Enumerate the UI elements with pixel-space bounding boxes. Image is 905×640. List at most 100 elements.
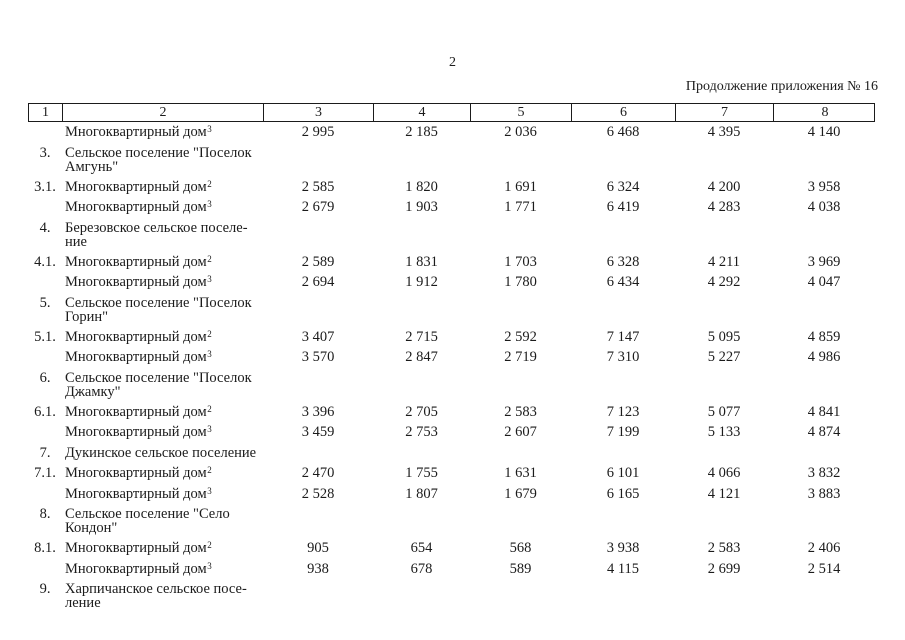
row-label: Многоквартирный дом (65, 540, 207, 557)
table-row: 7. Дукинское сельское поселение (28, 443, 875, 464)
row-label-cell: Многоквартирный дом3 (62, 124, 263, 141)
row-value-col3: 3 570 (301, 349, 335, 366)
row-label: Многоквартирный дом (65, 465, 207, 482)
table-header-cell-6: 6 (572, 104, 676, 121)
row-value-col3: 2 694 (301, 274, 335, 291)
row-value-col4: 2 847 (405, 349, 438, 366)
row-value-col3: 2 585 (301, 178, 335, 195)
row-value-col8: 2 406 (807, 540, 841, 557)
row-label-cell: Многоквартирный дом3 (62, 349, 263, 366)
row-label-cell: Многоквартирный дом3 (62, 485, 263, 502)
row-value-col5: 2 583 (504, 403, 537, 420)
row-label-cell: Многоквартирный дом3 (62, 274, 263, 291)
row-number: 5.1. (34, 328, 56, 345)
row-value-col5: 2 719 (504, 349, 537, 366)
row-label-superscript: 3 (207, 349, 212, 360)
row-label-cell: Сельское поселение "Поселок Джамку" (62, 370, 263, 399)
row-value-col6: 4 115 (606, 560, 640, 577)
tariff-table: 1 2 3 4 5 6 7 8 Многоквартирный дом3 2 9… (28, 103, 875, 613)
row-label: Многоквартирный дом (65, 178, 207, 195)
row-label-cell: Многоквартирный дом3 (62, 425, 263, 440)
table-row: Многоквартирный дом3 3 459 2 753 2 607 7… (28, 422, 875, 443)
row-number: 5. (39, 294, 51, 311)
row-value-col4: 2 705 (405, 403, 438, 420)
row-label: Многоквартирный дом (65, 560, 207, 577)
row-value-col6: 7 123 (606, 403, 640, 420)
table-body: Многоквартирный дом3 2 995 2 185 2 036 6… (28, 122, 875, 613)
row-value-col8: 3 958 (807, 178, 841, 195)
row-value-col7: 5 095 (707, 328, 741, 345)
row-value-col8: 4 140 (807, 124, 841, 141)
row-value-col4: 1 912 (405, 274, 438, 291)
row-number: 6. (39, 369, 51, 386)
row-label-superscript: 2 (207, 253, 212, 264)
row-label-cell: Многоквартирный дом3 (62, 560, 263, 577)
row-value-col7: 4 200 (707, 178, 741, 195)
row-label-cell: Многоквартирный дом2 (62, 540, 263, 557)
row-value-col3: 2 679 (301, 199, 335, 216)
row-value-col5: 1 679 (504, 485, 537, 502)
row-value-col8: 4 038 (807, 199, 841, 216)
row-value-col6: 6 328 (606, 253, 640, 270)
row-value-col3: 938 (307, 560, 329, 577)
row-value-col4: 1 831 (405, 253, 438, 270)
row-label: Сельское поселение "Поселок Горин" (65, 294, 252, 325)
table-row: Многоквартирный дом3 2 679 1 903 1 771 6… (28, 197, 875, 218)
row-number: 6.1. (34, 403, 56, 420)
row-label-cell: Сельское поселение "Поселок Амгунь" (62, 145, 263, 174)
table-row: 3.1. Многоквартирный дом2 2 585 1 820 1 … (28, 177, 875, 198)
table-row: Многоквартирный дом3 938 678 589 4 115 2… (28, 559, 875, 580)
row-label: Дукинское сельское поселение (65, 444, 257, 461)
row-label-superscript: 2 (207, 540, 212, 551)
row-label-superscript: 3 (207, 274, 212, 285)
row-value-col7: 4 211 (707, 253, 741, 270)
row-value-col4: 1 755 (405, 465, 438, 482)
table-row: 8.1. Многоквартирный дом2 905 654 568 3 … (28, 538, 875, 559)
row-value-col7: 2 583 (707, 540, 741, 557)
row-label-cell: Многоквартирный дом2 (62, 178, 263, 195)
row-label-superscript: 2 (207, 328, 212, 339)
row-label-superscript: 2 (207, 403, 212, 414)
row-value-col6: 6 165 (606, 485, 640, 502)
row-value-col4: 678 (410, 560, 433, 577)
row-value-col5: 1 631 (504, 465, 537, 482)
row-value-col7: 5 227 (707, 349, 741, 366)
row-value-col5: 1 780 (504, 274, 537, 291)
row-label: Многоквартирный дом (65, 124, 207, 141)
row-value-col7: 2 699 (707, 560, 741, 577)
row-label-cell: Многоквартирный дом2 (62, 328, 263, 344)
row-label: Многоквартирный дом (65, 485, 207, 502)
row-label-cell: Многоквартирный дом3 (62, 200, 263, 215)
row-value-col3: 2 589 (301, 253, 335, 270)
row-value-col4: 1 820 (405, 178, 438, 195)
row-value-col4: 1 903 (405, 199, 438, 216)
row-value-col6: 6 101 (606, 465, 640, 482)
row-label: Многоквартирный дом (65, 274, 207, 291)
row-value-col5: 568 (509, 540, 532, 557)
row-label: Многоквартирный дом (65, 349, 207, 366)
row-value-col6: 7 147 (606, 328, 640, 345)
row-label: Сельское поселение "Село Кондон" (65, 506, 230, 536)
row-label-superscript: 3 (207, 124, 212, 135)
table-header-cell-7: 7 (676, 104, 774, 121)
row-number: 8.1. (34, 540, 56, 557)
row-value-col4: 1 807 (405, 485, 438, 502)
page-number: 2 (449, 55, 456, 70)
row-value-col4: 2 753 (405, 424, 438, 441)
table-header-cell-2: 2 (63, 104, 264, 121)
row-value-col8: 4 986 (807, 349, 841, 366)
table-header-cell-5: 5 (471, 104, 572, 121)
table-row: 9. Харпичанское сельское посе- ление (28, 579, 875, 613)
row-value-col5: 2 036 (504, 124, 537, 141)
row-value-col3: 2 995 (301, 124, 335, 141)
row-value-col5: 1 703 (504, 253, 537, 270)
row-label-cell: Сельское поселение "Поселок Горин" (62, 294, 263, 325)
row-number: 9. (39, 581, 51, 597)
row-value-col5: 2 607 (504, 424, 537, 441)
row-label-cell: Многоквартирный дом2 (62, 253, 263, 269)
table-row: 5. Сельское поселение "Поселок Горин" (28, 293, 875, 327)
table-row: 3. Сельское поселение "Поселок Амгунь" (28, 143, 875, 177)
row-label-cell: Харпичанское сельское посе- ление (62, 582, 263, 611)
table-header-cell-1: 1 (29, 104, 63, 121)
